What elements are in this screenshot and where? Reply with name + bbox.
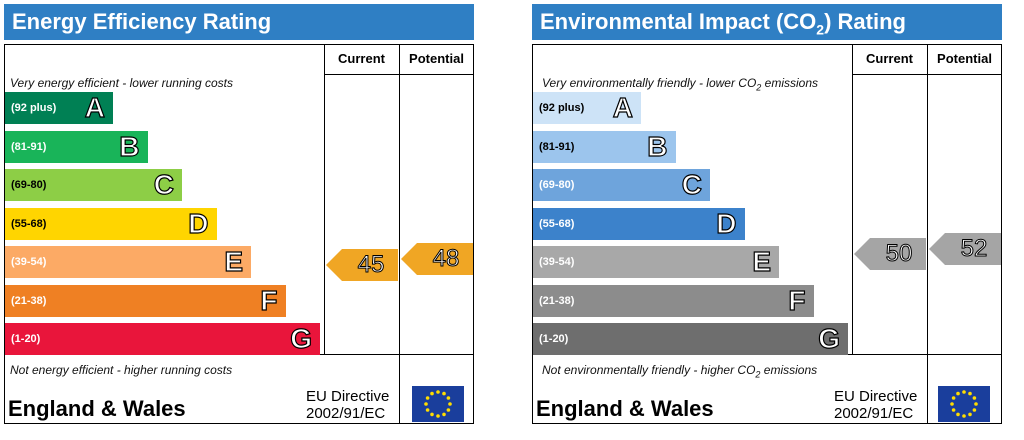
divider [324, 44, 325, 354]
band-letter: A [84, 91, 105, 123]
divider [927, 44, 928, 354]
current-rating-arrow: 50 [854, 237, 926, 270]
potential-rating-arrow: 52 [929, 233, 1001, 266]
divider [399, 354, 400, 424]
current-column-header: Current [338, 51, 385, 66]
rating-value: 50 [885, 239, 913, 267]
arrow-shape [401, 242, 473, 275]
potential-column-header: Potential [409, 51, 464, 66]
band-range-label: (55-68) [539, 217, 575, 230]
band-letter: F [260, 284, 278, 316]
band-range-label: (81-91) [539, 140, 575, 153]
divider [852, 74, 1002, 75]
arrow-shape [929, 233, 1001, 266]
band-range-label: (81-91) [11, 140, 47, 153]
rating-band-c: (69-80) C [5, 168, 182, 201]
rating-value: 45 [357, 251, 385, 279]
rating-band-c: (69-80) C [533, 168, 710, 201]
eu-directive-text: EU Directive 2002/91/EC [306, 388, 390, 422]
band-letter: G [818, 322, 841, 354]
band-range-label: (21-38) [11, 294, 47, 307]
rating-band-e: (39-54) E [533, 245, 779, 278]
potential-rating-arrow: 48 [401, 242, 473, 275]
bottom-note: Not environmentally friendly - higher CO… [542, 363, 818, 380]
band-range-label: (69-80) [539, 179, 575, 191]
band-range-label: (55-68) [11, 217, 47, 230]
top-note: Very environmentally friendly - lower CO… [542, 76, 818, 93]
band-range-label: (39-54) [11, 256, 47, 268]
rating-band-g: (1-20) G [533, 322, 848, 355]
eu-directive-text: EU Directive 2002/91/EC [834, 388, 918, 422]
rating-band-f: (21-38) F [5, 284, 286, 317]
rating-band-a: (92 plus) A [533, 91, 641, 124]
rating-band-e: (39-54) E [5, 245, 251, 278]
band-letter: E [224, 245, 244, 277]
band-range-label: (92 plus) [539, 102, 585, 114]
band-range-label: (69-80) [11, 179, 47, 191]
chart-frame [4, 44, 474, 424]
rating-band-f: (21-38) F [533, 284, 814, 317]
band-range-label: (21-38) [539, 294, 575, 307]
country-label: England & Wales [8, 396, 186, 421]
divider [852, 44, 853, 354]
current-rating-arrow: 45 [326, 249, 398, 282]
rating-band-a: (92 plus) A [5, 91, 113, 124]
band-letter: B [647, 130, 668, 162]
rating-band-d: (55-68) D [533, 207, 745, 240]
band-letter: B [119, 130, 140, 162]
potential-column-header: Potential [937, 51, 992, 66]
band-letter: D [188, 207, 209, 239]
chart-title: Environmental Impact (CO2) Rating [532, 4, 1002, 40]
rating-band-b: (81-91) B [533, 130, 676, 163]
band-letter: D [716, 207, 737, 239]
band-range-label: (39-54) [539, 256, 575, 268]
divider [324, 74, 474, 75]
band-range-label: (1-20) [539, 333, 569, 345]
band-letter: G [290, 322, 313, 354]
divider [927, 354, 928, 424]
eu-flag-icon [412, 386, 464, 422]
rating-band-g: (1-20) G [5, 322, 320, 355]
band-letter: E [752, 245, 772, 277]
rating-value: 52 [960, 235, 988, 263]
band-letter: F [788, 284, 806, 316]
band-letter: C [681, 168, 702, 200]
arrow-shape [854, 237, 926, 270]
band-range-label: (1-20) [11, 333, 41, 345]
current-column-header: Current [866, 51, 913, 66]
rating-band-d: (55-68) D [5, 207, 217, 240]
country-label: England & Wales [536, 396, 714, 421]
band-range-label: (92 plus) [11, 102, 57, 114]
band-letter: A [612, 91, 633, 123]
arrow-shape [326, 249, 398, 282]
eu-flag-icon [938, 386, 990, 422]
divider [399, 44, 400, 354]
band-letter: C [153, 168, 174, 200]
energy-efficiency-panel: Energy Efficiency Rating Current Potenti… [4, 4, 474, 428]
environmental-impact-panel: Environmental Impact (CO2) Rating Curren… [532, 4, 1002, 428]
chart-frame [532, 44, 1002, 424]
chart-title: Energy Efficiency Rating [4, 4, 474, 40]
rating-value: 48 [432, 244, 460, 272]
rating-band-b: (81-91) B [5, 130, 148, 163]
top-note: Very energy efficient - lower running co… [10, 76, 233, 90]
bottom-note: Not energy efficient - higher running co… [10, 363, 233, 377]
